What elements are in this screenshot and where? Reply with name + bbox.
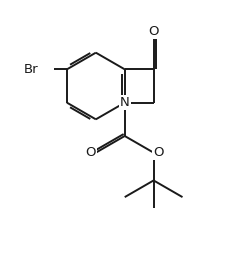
Text: Br: Br <box>24 63 39 76</box>
Text: N: N <box>120 96 130 109</box>
Text: O: O <box>148 24 159 38</box>
Text: O: O <box>86 146 96 159</box>
Text: O: O <box>153 146 164 159</box>
